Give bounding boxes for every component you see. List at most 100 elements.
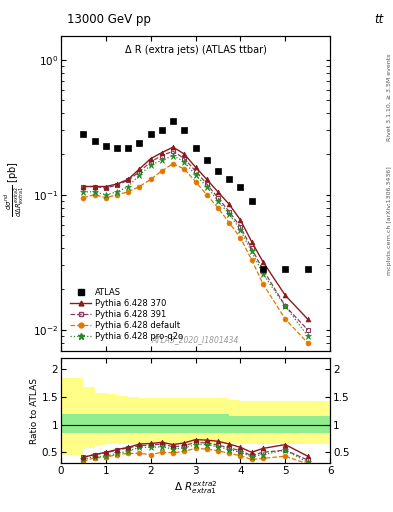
Pythia 6.428 default (81, 195, 86, 201)
Pythia 6.428 default (193, 179, 198, 185)
Pythia 6.428 pro-q2o (182, 159, 187, 165)
Pythia 6.428 pro-q2o (137, 172, 142, 178)
Pythia 6.428 370 (148, 156, 153, 162)
ATLAS (92, 138, 97, 144)
Pythia 6.428 pro-q2o (193, 172, 198, 178)
ATLAS (81, 131, 86, 137)
X-axis label: $\Delta\ R^{extra2}_{extra1}$: $\Delta\ R^{extra2}_{extra1}$ (174, 479, 217, 496)
Pythia 6.428 default (204, 191, 209, 198)
Pythia 6.428 default (227, 220, 231, 226)
Pythia 6.428 370 (305, 316, 310, 322)
Pythia 6.428 370 (171, 144, 175, 150)
ATLAS (182, 127, 187, 133)
Line: ATLAS: ATLAS (80, 118, 311, 273)
Pythia 6.428 default (238, 234, 243, 241)
Pythia 6.428 370 (204, 176, 209, 182)
ATLAS (261, 266, 265, 272)
Pythia 6.428 391 (204, 181, 209, 187)
Pythia 6.428 391 (216, 195, 220, 201)
Pythia 6.428 default (305, 340, 310, 346)
Pythia 6.428 default (216, 205, 220, 211)
Line: Pythia 6.428 391: Pythia 6.428 391 (81, 149, 310, 332)
Text: tt: tt (374, 13, 383, 26)
ATLAS (305, 266, 310, 272)
Text: mcplots.cern.ch [arXiv:1306.3436]: mcplots.cern.ch [arXiv:1306.3436] (387, 166, 392, 274)
Pythia 6.428 391 (115, 182, 119, 188)
Pythia 6.428 default (92, 191, 97, 198)
Pythia 6.428 default (261, 281, 265, 287)
ATLAS (193, 145, 198, 152)
Pythia 6.428 391 (160, 153, 164, 159)
Pythia 6.428 pro-q2o (126, 183, 130, 189)
Pythia 6.428 pro-q2o (103, 191, 108, 198)
Pythia 6.428 370 (216, 189, 220, 195)
Pythia 6.428 pro-q2o (160, 157, 164, 163)
Pythia 6.428 370 (238, 217, 243, 223)
Line: Pythia 6.428 default: Pythia 6.428 default (81, 161, 310, 345)
Pythia 6.428 391 (137, 168, 142, 175)
Pythia 6.428 391 (249, 245, 254, 251)
ATLAS (283, 266, 288, 272)
ATLAS (238, 183, 243, 189)
Pythia 6.428 pro-q2o (92, 189, 97, 195)
Pythia 6.428 pro-q2o (227, 211, 231, 217)
ATLAS (160, 127, 164, 133)
ATLAS (126, 145, 130, 152)
Line: Pythia 6.428 pro-q2o: Pythia 6.428 pro-q2o (80, 153, 311, 339)
Pythia 6.428 pro-q2o (238, 227, 243, 233)
Text: $\frac{d\sigma^{nd}}{d\Delta R_{extra1}^{extra2}}$ [pb]: $\frac{d\sigma^{nd}}{d\Delta R_{extra1}^… (4, 162, 27, 217)
Pythia 6.428 default (182, 166, 187, 172)
Text: 13000 GeV pp: 13000 GeV pp (67, 13, 151, 26)
Pythia 6.428 370 (160, 150, 164, 156)
Pythia 6.428 default (126, 189, 130, 195)
Pythia 6.428 pro-q2o (81, 189, 86, 195)
Pythia 6.428 pro-q2o (305, 333, 310, 339)
Pythia 6.428 370 (126, 176, 130, 182)
Pythia 6.428 391 (261, 266, 265, 272)
Pythia 6.428 391 (305, 327, 310, 333)
Pythia 6.428 default (249, 257, 254, 263)
Pythia 6.428 391 (193, 168, 198, 174)
Pythia 6.428 default (115, 191, 119, 198)
Pythia 6.428 pro-q2o (171, 153, 175, 159)
Pythia 6.428 391 (103, 185, 108, 191)
Pythia 6.428 pro-q2o (249, 248, 254, 254)
Pythia 6.428 391 (81, 183, 86, 189)
Pythia 6.428 391 (182, 156, 187, 162)
Text: ATLAS_2020_I1801434: ATLAS_2020_I1801434 (152, 335, 239, 345)
Pythia 6.428 391 (238, 224, 243, 230)
ATLAS (204, 157, 209, 163)
Pythia 6.428 pro-q2o (204, 183, 209, 189)
Pythia 6.428 370 (137, 166, 142, 172)
Pythia 6.428 370 (283, 292, 288, 298)
Pythia 6.428 370 (193, 164, 198, 170)
Pythia 6.428 391 (227, 208, 231, 215)
Pythia 6.428 391 (126, 177, 130, 183)
ATLAS (137, 140, 142, 146)
Pythia 6.428 391 (92, 183, 97, 189)
ATLAS (249, 198, 254, 204)
Pythia 6.428 pro-q2o (216, 198, 220, 204)
Pythia 6.428 370 (227, 201, 231, 207)
Y-axis label: Ratio to ATLAS: Ratio to ATLAS (30, 378, 39, 444)
Pythia 6.428 370 (81, 183, 86, 189)
Pythia 6.428 default (283, 316, 288, 322)
Line: Pythia 6.428 370: Pythia 6.428 370 (81, 145, 310, 322)
Legend: ATLAS, Pythia 6.428 370, Pythia 6.428 391, Pythia 6.428 default, Pythia 6.428 pr: ATLAS, Pythia 6.428 370, Pythia 6.428 39… (68, 285, 186, 344)
Pythia 6.428 391 (148, 159, 153, 165)
Pythia 6.428 370 (103, 183, 108, 189)
Pythia 6.428 370 (115, 181, 119, 187)
ATLAS (227, 176, 231, 182)
Pythia 6.428 pro-q2o (283, 303, 288, 309)
Pythia 6.428 default (160, 168, 164, 174)
Pythia 6.428 default (148, 176, 153, 182)
Pythia 6.428 pro-q2o (148, 162, 153, 168)
ATLAS (171, 118, 175, 124)
Pythia 6.428 default (137, 183, 142, 189)
Text: Rivet 3.1.10, ≥ 3.5M events: Rivet 3.1.10, ≥ 3.5M events (387, 54, 392, 141)
Pythia 6.428 pro-q2o (261, 271, 265, 277)
Pythia 6.428 370 (249, 239, 254, 245)
ATLAS (103, 143, 108, 149)
Pythia 6.428 391 (171, 148, 175, 154)
Pythia 6.428 391 (283, 303, 288, 309)
